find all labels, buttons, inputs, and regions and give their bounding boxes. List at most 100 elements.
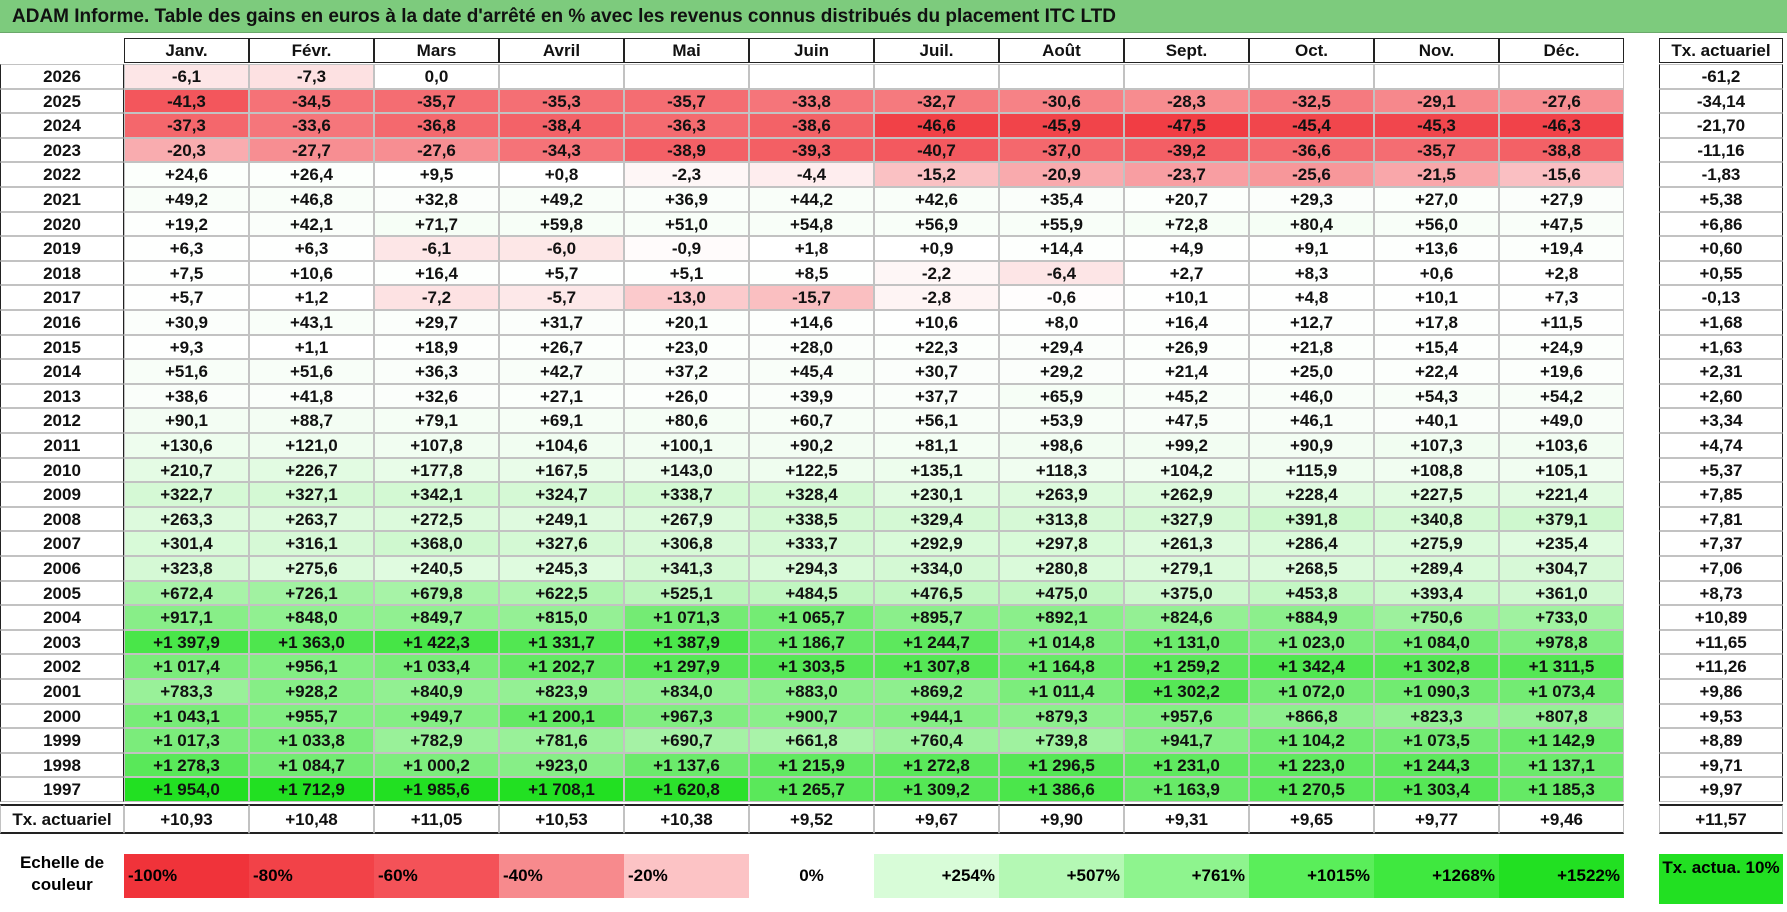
gain-cell: -23,7 [1124,162,1249,187]
gain-cell: +88,7 [249,408,374,433]
year-label: 2010 [0,457,124,483]
gain-cell: +104,2 [1124,457,1249,483]
gain-cell: +883,0 [749,679,874,704]
gain-cell: -15,2 [874,162,999,187]
gain-cell: -45,3 [1374,113,1499,138]
gain-cell: +69,1 [499,408,624,433]
gain-cell: -35,7 [374,88,499,114]
gain-cell: +327,1 [249,482,374,507]
month-header: Janv. [124,38,249,63]
gain-cell: -6,0 [499,236,624,261]
gain-cell: +941,7 [1124,728,1249,753]
gain-cell: +781,6 [499,728,624,753]
rate-cell: +8,73 [1659,580,1783,606]
year-label: 2002 [0,654,124,679]
gain-cell: -15,7 [749,285,874,310]
gain-cell: +368,0 [374,531,499,556]
gain-cell: +917,1 [124,605,249,630]
gain-cell: -37,3 [124,113,249,138]
gain-cell: +226,7 [249,457,374,483]
footer-rate-cell: +9,52 [749,804,874,834]
gain-cell: +1 017,4 [124,654,249,679]
rate-cell: +10,89 [1659,605,1783,630]
gain-cell: +815,0 [499,605,624,630]
gain-cell: +19,6 [1499,359,1624,384]
gain-cell: +286,4 [1249,531,1374,556]
rate-cell: -1,83 [1659,162,1783,187]
gain-cell: +1 620,8 [624,777,749,802]
gain-cell: +45,4 [749,359,874,384]
gain-cell: -45,4 [1249,113,1374,138]
gain-cell: +13,6 [1374,236,1499,261]
gain-cell: +340,8 [1374,506,1499,532]
gain-cell: -21,5 [1374,162,1499,187]
gain-cell: +90,9 [1249,433,1374,458]
gain-cell: +1 265,7 [749,777,874,802]
gain-cell: -40,7 [874,137,999,163]
rate-cell: +9,86 [1659,679,1783,704]
gain-cell: +661,8 [749,728,874,753]
gain-cell: +1 090,3 [1374,679,1499,704]
gain-cell: +118,3 [999,457,1124,483]
gain-cell: +342,1 [374,482,499,507]
gain-cell: +107,3 [1374,433,1499,458]
gain-cell: +49,0 [1499,408,1624,433]
year-label: 2025 [0,88,124,114]
gain-cell: +1 272,8 [874,752,999,778]
year-label: 2008 [0,506,124,532]
gain-cell: +329,4 [874,506,999,532]
gain-cell: +869,2 [874,679,999,704]
gain-cell: -6,1 [374,236,499,261]
gain-cell: +1 137,6 [624,752,749,778]
gain-cell: +323,8 [124,556,249,581]
gain-cell: -29,1 [1374,88,1499,114]
year-label: 2009 [0,482,124,507]
gain-cell: +1 302,2 [1124,679,1249,704]
gain-cell: +379,1 [1499,506,1624,532]
year-label: 2001 [0,679,124,704]
footer-rate-cell: +11,05 [374,804,499,834]
footer-rate-cell: +9,46 [1499,804,1624,834]
gain-cell: +21,8 [1249,334,1374,360]
legend-swatch: +507% [999,854,1124,898]
gain-cell: +51,6 [249,359,374,384]
gain-cell: +324,7 [499,482,624,507]
gain-cell: +103,6 [1499,433,1624,458]
legend-swatch: -100% [124,854,249,898]
gain-cell: +49,2 [124,187,249,212]
gain-cell: +928,2 [249,679,374,704]
gain-cell: +338,5 [749,506,874,532]
gain-cell: +313,8 [999,506,1124,532]
gain-cell: +261,3 [1124,531,1249,556]
gain-cell: +107,8 [374,433,499,458]
gain-cell: -30,6 [999,88,1124,114]
rate-cell: -21,70 [1659,113,1783,138]
gain-cell: +292,9 [874,531,999,556]
gain-cell: +49,2 [499,187,624,212]
gain-cell: +622,5 [499,580,624,606]
footer-rate-cell: +10,93 [124,804,249,834]
gain-cell: +807,8 [1499,703,1624,729]
gain-cell: +43,1 [249,310,374,335]
gain-cell: +46,8 [249,187,374,212]
gain-cell: +1 164,8 [999,654,1124,679]
gain-cell: +37,2 [624,359,749,384]
gain-cell: +1 104,2 [1249,728,1374,753]
rate-cell: +5,38 [1659,187,1783,212]
gain-cell: +54,8 [749,211,874,237]
gain-cell: +47,5 [1124,408,1249,433]
gain-cell: +275,9 [1374,531,1499,556]
gain-cell: +690,7 [624,728,749,753]
gain-cell: +263,7 [249,506,374,532]
gain-cell: -37,0 [999,137,1124,163]
gain-cell: +1,2 [249,285,374,310]
gain-cell: +1 307,8 [874,654,999,679]
gain-cell: +22,3 [874,334,999,360]
gain-cell [1499,64,1624,89]
gain-cell: -15,6 [1499,162,1624,187]
gain-cell: +1 278,3 [124,752,249,778]
gain-cell: +210,7 [124,457,249,483]
gain-cell: +1 303,5 [749,654,874,679]
gain-cell: +51,0 [624,211,749,237]
gain-cell: +1 185,3 [1499,777,1624,802]
